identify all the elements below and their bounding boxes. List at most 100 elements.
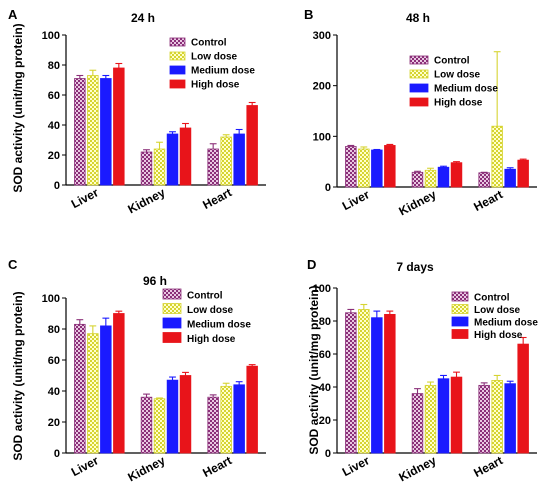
- legend-swatch: [409, 55, 429, 65]
- bar: [74, 78, 86, 186]
- bar: [450, 376, 463, 454]
- x-tick-label: Kidney: [397, 453, 439, 484]
- bar: [517, 159, 529, 188]
- y-tick-label: 300: [313, 30, 331, 42]
- bar: [179, 375, 192, 454]
- y-tick-label: 100: [313, 131, 331, 143]
- legend-label: High dose: [434, 98, 483, 109]
- legend-swatch: [169, 79, 186, 89]
- bar: [100, 325, 112, 454]
- y-tick-label: 40: [48, 120, 60, 132]
- chart-title: 24 h: [131, 11, 155, 25]
- bar: [140, 396, 153, 454]
- legend-swatch: [451, 304, 469, 314]
- bar: [358, 148, 370, 188]
- y-tick-label: 20: [48, 417, 60, 429]
- legend-label: High dose: [191, 80, 240, 91]
- bar: [345, 146, 357, 188]
- panel-c: C 96 h SOD activity (unit/mg protein) 0 20 40…: [8, 257, 266, 484]
- chart-title: 48 h: [406, 11, 430, 25]
- legend-swatch: [169, 37, 186, 47]
- bar: [504, 383, 516, 454]
- y-tick-label: 0: [325, 182, 331, 194]
- x-tick-label: Kidney: [126, 185, 168, 216]
- legend-swatch: [162, 288, 182, 300]
- panel-letter: D: [307, 257, 316, 272]
- x-tick-label: Kidney: [126, 453, 168, 484]
- bar: [437, 378, 450, 454]
- legend-label: Low dose: [434, 70, 481, 81]
- y-tick-label: 40: [319, 382, 331, 394]
- bar: [358, 309, 370, 454]
- bar: [113, 313, 125, 454]
- bar: [207, 396, 219, 454]
- legend-swatch: [162, 332, 182, 343]
- bar: [371, 317, 383, 454]
- bar: [450, 162, 463, 188]
- legend-swatch: [451, 329, 469, 339]
- y-tick-label: 0: [325, 448, 331, 460]
- panel-d: D 7 days SOD activity (unit/mg protein) 0 20…: [307, 257, 538, 484]
- y-tick-label: 100: [42, 30, 60, 42]
- bar: [478, 384, 490, 454]
- bar: [113, 67, 125, 186]
- bar: [179, 127, 192, 186]
- bar: [517, 343, 529, 454]
- legend-label: Medium dose: [474, 318, 538, 329]
- x-tick-label: Liver: [340, 453, 372, 479]
- legend-swatch: [409, 83, 429, 93]
- x-tick-label: Heart: [471, 453, 505, 480]
- bar: [424, 169, 437, 188]
- bar: [74, 323, 86, 454]
- bar: [437, 166, 450, 188]
- x-tick-label: Liver: [340, 187, 372, 213]
- bar: [411, 171, 424, 188]
- y-tick-label: 40: [48, 386, 60, 398]
- legend-label: Medium dose: [187, 320, 251, 331]
- y-tick-label: 0: [54, 180, 60, 192]
- panel-letter: A: [8, 7, 18, 22]
- panel-letter: C: [8, 257, 18, 272]
- chart-title: 96 h: [143, 274, 167, 288]
- bar: [478, 172, 490, 188]
- bar: [207, 148, 219, 186]
- legend-label: Control: [187, 291, 223, 302]
- legend-swatch: [409, 97, 429, 107]
- bar: [140, 151, 153, 186]
- bar: [424, 384, 437, 454]
- y-tick-label: 60: [48, 90, 60, 102]
- panel-letter: B: [304, 7, 313, 22]
- bar: [153, 398, 166, 454]
- legend-swatch: [169, 51, 186, 61]
- panel-b: B 48 h 0 100 200 300 Liver Kidney Heart Control Lo…: [304, 7, 537, 218]
- panel-a: A 24 h SOD activity (unit/mg protein) 0 20 40…: [8, 7, 266, 216]
- x-tick-label: Heart: [200, 453, 234, 480]
- bar: [246, 365, 258, 454]
- bar: [491, 125, 503, 188]
- y-tick-label: 80: [48, 60, 60, 72]
- bar: [166, 133, 179, 186]
- y-tick-label: 200: [313, 81, 331, 93]
- legend-swatch: [162, 303, 182, 314]
- bar: [220, 136, 232, 186]
- bar: [246, 105, 258, 186]
- y-tick-label: 100: [42, 293, 60, 305]
- bar: [491, 379, 503, 454]
- legend-label: Control: [474, 293, 510, 304]
- y-tick-label: 80: [48, 324, 60, 336]
- legend-label: Medium dose: [191, 66, 255, 77]
- bar: [87, 333, 99, 454]
- y-axis-label: SOD activity (unit/mg protein): [11, 291, 25, 460]
- bar: [384, 313, 396, 454]
- bar: [87, 75, 99, 186]
- bar: [233, 133, 245, 186]
- legend-swatch: [451, 291, 469, 302]
- legend-label: Low dose: [474, 305, 521, 316]
- bar: [504, 168, 516, 188]
- bar: [371, 149, 383, 188]
- legend-label: Low dose: [187, 305, 234, 316]
- legend-label: High dose: [474, 330, 523, 341]
- bar: [153, 148, 166, 186]
- x-tick-label: Heart: [200, 185, 234, 212]
